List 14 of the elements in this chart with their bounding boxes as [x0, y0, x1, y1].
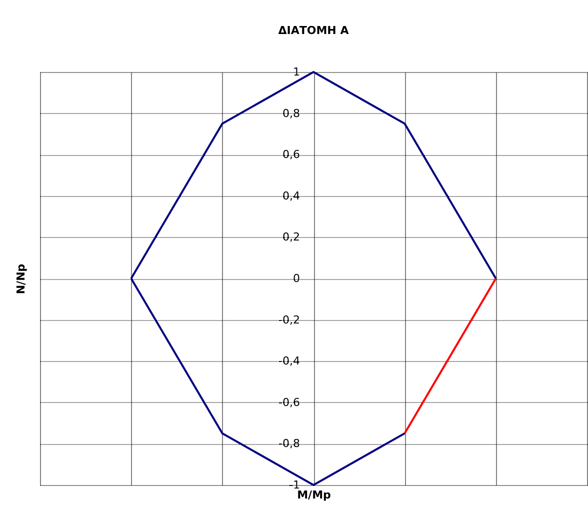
y-tick-label: -0,6 [278, 396, 300, 409]
y-tick-label: 1 [293, 66, 300, 78]
y-tick-label: 0,6 [282, 148, 300, 162]
y-tick-label: 0,4 [282, 189, 300, 202]
y-tick-label: 0 [293, 272, 300, 285]
y-tick-label: -1 [289, 478, 300, 492]
y-tick-label: 0,2 [282, 230, 300, 244]
y-tick-label: -0,2 [278, 313, 300, 326]
chart-title: ΔΙΑΤΟΜΗ A [278, 24, 350, 37]
x-axis-title: M/Mp [297, 488, 332, 502]
y-tick-label: 0,8 [282, 106, 300, 120]
y-axis-title: N/Np [14, 264, 28, 294]
y-tick-label: -0,8 [278, 437, 300, 450]
y-tick-label: -0,4 [278, 354, 300, 368]
